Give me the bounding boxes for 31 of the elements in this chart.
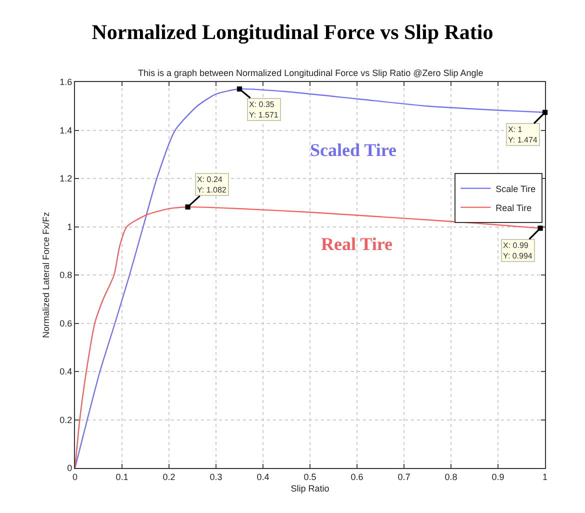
x-tick-label: 0.2 xyxy=(162,472,176,482)
chart-title: Normalized Longitudinal Force vs Slip Ratio xyxy=(90,20,494,46)
annotation: Scaled Tire xyxy=(310,140,397,160)
x-tick-label: 0.9 xyxy=(492,472,504,482)
x-axis-title: Slip Ratio xyxy=(290,484,330,494)
x-tick-label: 0.6 xyxy=(350,472,364,482)
annotation: X: 0.24 Y: 1.082 xyxy=(197,175,227,194)
y-tick-label: 1.6 xyxy=(60,77,72,88)
x-tick-label: 0.8 xyxy=(444,472,458,482)
y-tick-label: 0.4 xyxy=(60,366,72,377)
legend-label: Real Tire xyxy=(496,202,532,213)
y-tick-label: 1.2 xyxy=(60,174,72,184)
y-tick-label: 1 xyxy=(67,222,72,232)
y-tick-label: 1.4 xyxy=(60,125,72,136)
chart-subtitle: This is a graph between Normalized Longitudinal Force vs Slip Ratio @Zero Slip Angle xyxy=(138,68,484,78)
annotation: X: 0.99 Y: 0.994 xyxy=(503,241,533,260)
legend-label: Scale Tire xyxy=(496,184,536,194)
annotation: X: 1 Y: 1.474 xyxy=(508,125,538,144)
y-tick-label: 0.2 xyxy=(60,414,72,425)
y-axis-title: Normalized Lateral Force Fx/Fz xyxy=(41,211,52,338)
annotation: X: 0.35 Y: 1.571 xyxy=(249,100,279,120)
x-tick-label: 0.4 xyxy=(256,472,270,482)
x-tick-label: 0.5 xyxy=(304,472,316,482)
x-tick-label: 0.1 xyxy=(116,472,128,482)
x-tick-label: 0.3 xyxy=(210,472,222,482)
y-tick-label: 0 xyxy=(67,463,72,474)
x-tick-label: 1 xyxy=(542,472,548,482)
y-tick-label: 0.6 xyxy=(60,318,72,328)
y-tick-label: 0.8 xyxy=(60,270,72,280)
x-tick-label: 0.7 xyxy=(398,472,410,482)
annotation: Real Tire xyxy=(321,234,393,254)
